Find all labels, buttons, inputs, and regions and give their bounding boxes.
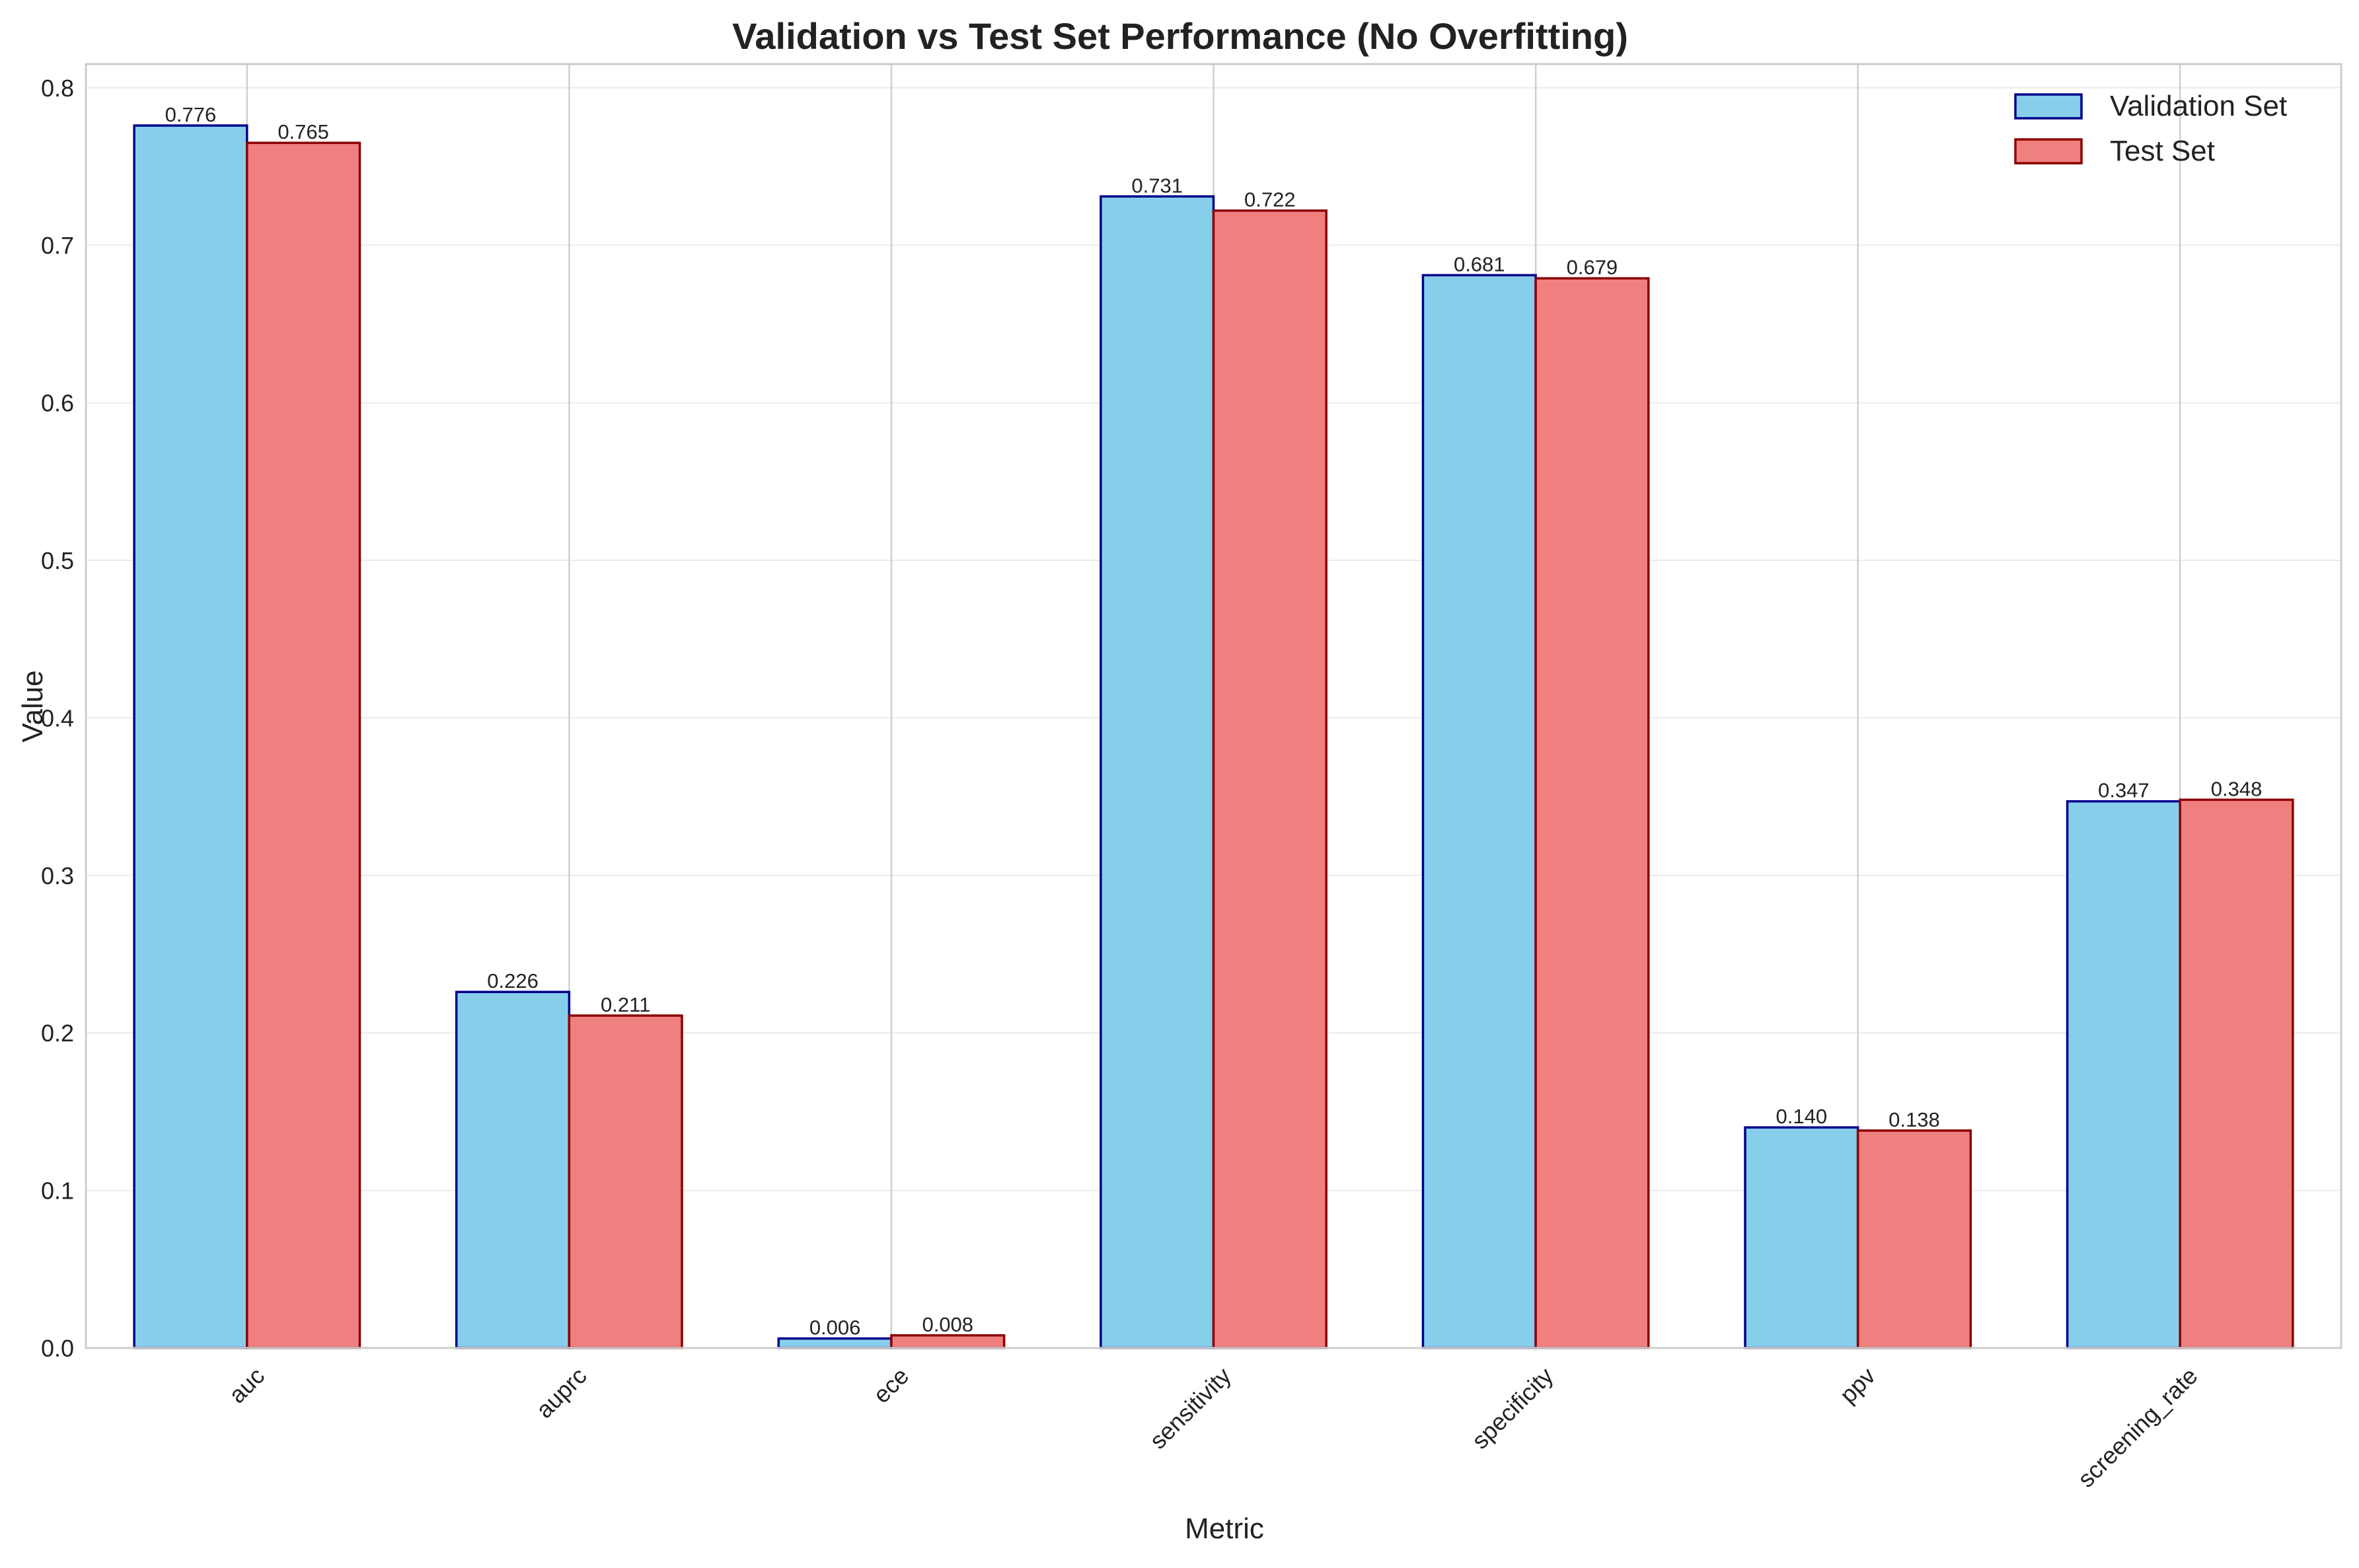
y-tick-label: 0.2 — [41, 1020, 74, 1047]
test-bar — [1856, 1129, 1972, 1349]
bar-value-label: 0.006 — [809, 1316, 861, 1339]
validation-bar — [777, 1337, 893, 1349]
test-bar — [1212, 209, 1328, 1349]
validation-bar — [133, 124, 248, 1349]
y-tick-label: 0.8 — [41, 75, 74, 102]
y-tick-label: 0.3 — [41, 862, 74, 889]
legend-swatch-test — [2014, 138, 2083, 165]
bar-value-label: 0.776 — [165, 103, 217, 126]
test-bar — [568, 1014, 683, 1349]
y-tick-label: 0.6 — [41, 390, 74, 417]
legend: Validation Set Test Set — [2014, 90, 2287, 167]
y-tick-labels: 0.0 0.1 0.2 0.3 0.4 0.5 0.6 0.7 0.8 — [41, 75, 74, 1362]
test-bar — [1534, 277, 1650, 1349]
plot-frame — [85, 63, 2342, 1349]
bar-value-label: 0.722 — [1244, 188, 1296, 211]
bar-value-label: 0.347 — [2098, 779, 2150, 802]
bar-value-label: 0.731 — [1131, 174, 1183, 197]
y-tick-label: 0.0 — [41, 1335, 74, 1362]
legend-label-validation: Validation Set — [2110, 90, 2287, 122]
legend-swatch-validation — [2014, 93, 2083, 120]
bar-value-label: 0.681 — [1454, 252, 1505, 276]
legend-label-test: Test Set — [2110, 135, 2215, 167]
chart-title: Validation vs Test Set Performance (No O… — [732, 15, 1628, 57]
x-axis-label: Metric — [1185, 1512, 1264, 1545]
test-bar — [890, 1334, 1006, 1349]
y-tick-label: 0.1 — [41, 1177, 74, 1205]
y-axis-label: Value — [17, 670, 49, 742]
validation-bar — [1100, 195, 1215, 1349]
bar-value-labels: 0.776 0.226 0.006 0.731 0.681 0.140 0.347 0.765… — [165, 103, 2263, 1339]
validation-bar — [2066, 800, 2181, 1349]
validation-bar — [1744, 1126, 1859, 1349]
bar-value-label: 0.211 — [601, 993, 650, 1016]
y-tick-label: 0.4 — [41, 704, 74, 731]
test-bar — [2179, 798, 2294, 1349]
validation-bar — [455, 990, 571, 1349]
bar-value-label: 0.008 — [922, 1313, 973, 1336]
bar-value-label: 0.348 — [2211, 777, 2263, 800]
test-bar — [246, 141, 361, 1349]
bar-value-label: 0.140 — [1776, 1105, 1828, 1128]
validation-bar — [1421, 274, 1537, 1349]
bar-value-label: 0.679 — [1567, 256, 1618, 279]
y-tick-label: 0.5 — [41, 547, 74, 574]
bar-value-label: 0.765 — [278, 120, 329, 143]
bars — [133, 124, 2294, 1349]
bar-value-label: 0.226 — [487, 969, 539, 992]
bar-value-label: 0.138 — [1889, 1108, 1940, 1131]
y-tick-label: 0.7 — [41, 232, 74, 259]
